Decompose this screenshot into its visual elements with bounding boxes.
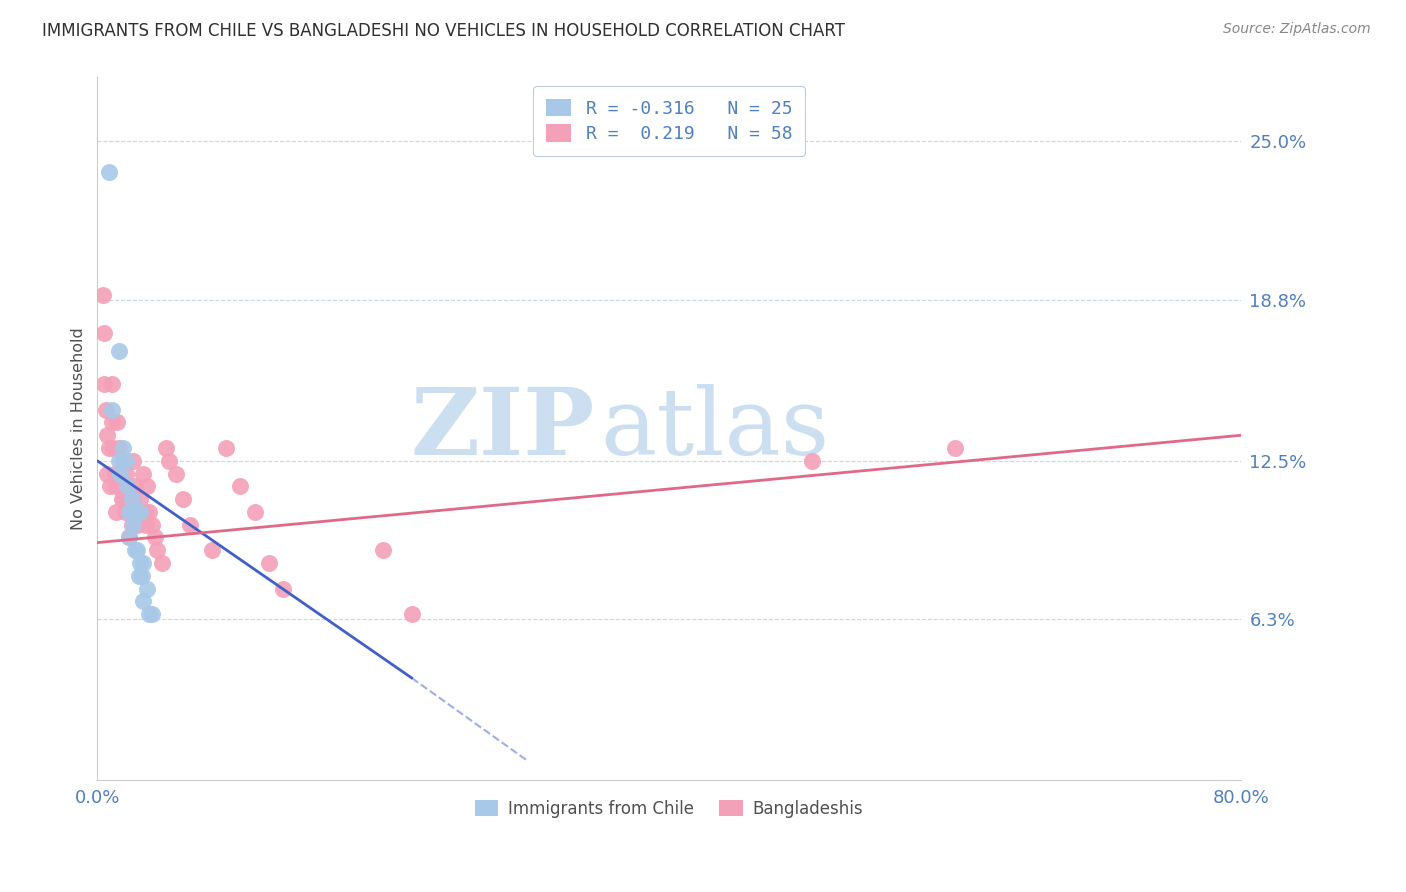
Point [136, 479, 159, 493]
Point [127, 517, 149, 532]
Point [94, 402, 117, 417]
Point [121, 492, 143, 507]
Point [107, 454, 129, 468]
Y-axis label: No Vehicles in Household: No Vehicles in Household [72, 327, 86, 530]
Point [165, 467, 187, 481]
Point [146, 543, 169, 558]
Point [157, 454, 180, 468]
Point [98, 479, 121, 493]
Point [110, 467, 132, 481]
Point [112, 441, 135, 455]
Point [131, 569, 153, 583]
Point [127, 543, 149, 558]
Point [138, 505, 160, 519]
Text: ZIP: ZIP [411, 384, 595, 474]
Point [801, 454, 824, 468]
Point [943, 441, 966, 455]
Point [122, 517, 145, 532]
Point [172, 492, 194, 507]
Point [100, 402, 122, 417]
Point [124, 479, 146, 493]
Legend: Immigrants from Chile, Bangladeshis: Immigrants from Chile, Bangladeshis [468, 793, 870, 825]
Point [132, 594, 155, 608]
Point [124, 505, 146, 519]
Point [93, 326, 115, 340]
Point [114, 505, 136, 519]
Text: atlas: atlas [600, 384, 830, 474]
Point [104, 479, 127, 493]
Point [373, 543, 395, 558]
Point [129, 492, 152, 507]
Point [107, 441, 129, 455]
Point [141, 607, 163, 622]
Point [91, 287, 114, 301]
Point [229, 479, 252, 493]
Text: IMMIGRANTS FROM CHILE VS BANGLADESHI NO VEHICLES IN HOUSEHOLD CORRELATION CHART: IMMIGRANTS FROM CHILE VS BANGLADESHI NO … [42, 22, 845, 40]
Point [112, 492, 135, 507]
Point [121, 517, 143, 532]
Point [110, 467, 132, 481]
Point [129, 556, 152, 570]
Point [125, 505, 148, 519]
Point [127, 505, 149, 519]
Point [136, 582, 159, 596]
Point [100, 377, 122, 392]
Point [143, 531, 166, 545]
Point [201, 543, 224, 558]
Text: Source: ZipAtlas.com: Source: ZipAtlas.com [1223, 22, 1371, 37]
Point [132, 556, 155, 570]
Point [124, 543, 146, 558]
Point [215, 441, 238, 455]
Point [93, 377, 115, 392]
Point [257, 556, 280, 570]
Point [401, 607, 423, 622]
Point [115, 467, 138, 481]
Point [128, 569, 150, 583]
Point [155, 441, 177, 455]
Point [135, 517, 157, 532]
Point [141, 517, 163, 532]
Point [271, 582, 294, 596]
Point [117, 479, 139, 493]
Point [104, 505, 127, 519]
Point [115, 454, 138, 468]
Point [138, 607, 160, 622]
Point [120, 492, 142, 507]
Point [105, 416, 128, 430]
Point [97, 165, 120, 179]
Point [118, 531, 141, 545]
Point [179, 517, 201, 532]
Point [118, 505, 141, 519]
Point [112, 454, 135, 468]
Point [103, 467, 125, 481]
Point [107, 343, 129, 358]
Point [122, 492, 145, 507]
Point [111, 492, 134, 507]
Point [100, 416, 122, 430]
Point [117, 479, 139, 493]
Point [118, 531, 141, 545]
Point [96, 467, 118, 481]
Point [122, 454, 145, 468]
Point [101, 441, 124, 455]
Point [97, 441, 120, 455]
Point [132, 467, 155, 481]
Point [150, 556, 173, 570]
Point [107, 479, 129, 493]
Point [118, 505, 141, 519]
Point [96, 428, 118, 442]
Point [129, 505, 152, 519]
Point [134, 505, 156, 519]
Point [243, 505, 266, 519]
